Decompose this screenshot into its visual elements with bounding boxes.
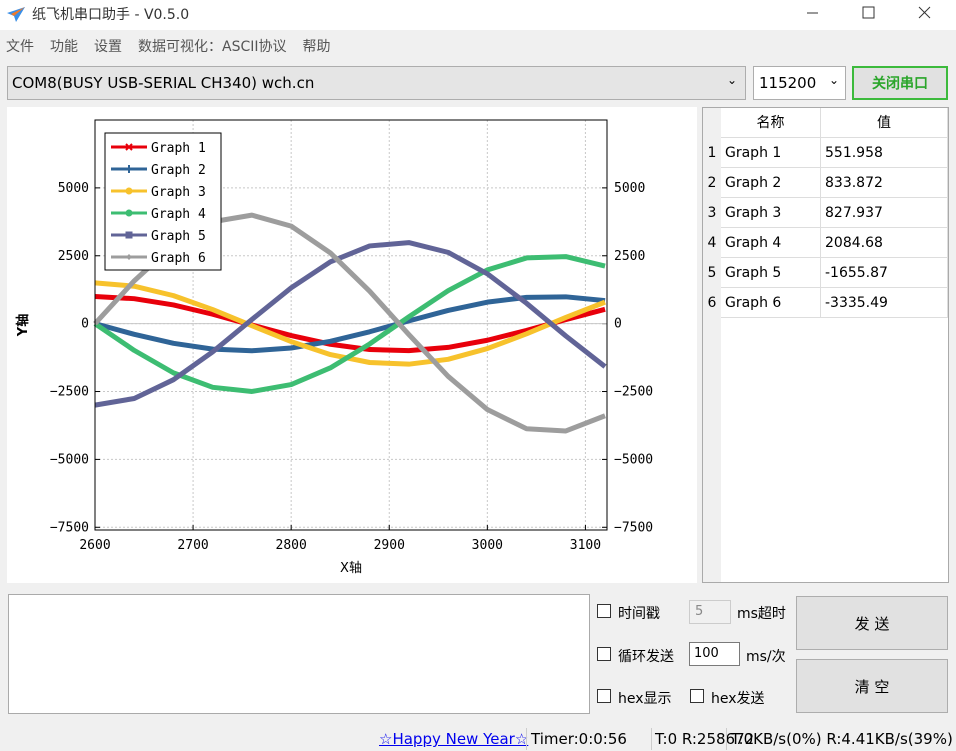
legend-box: [104, 132, 222, 271]
timeout-unit: ms超时: [737, 606, 786, 622]
menu-item[interactable]: 功能: [50, 39, 78, 55]
legend-label: Graph 2: [151, 163, 206, 178]
cell: 833.872: [821, 168, 948, 198]
window-title: 纸飞机串口助手 - V0.5.0: [32, 7, 190, 23]
y2-tick-label: 2500: [614, 249, 645, 264]
hex-display-label: hex显示: [618, 691, 672, 707]
y-tick-label: −2500: [50, 385, 89, 400]
cell: -3335.49: [821, 288, 948, 318]
legend-marker: [125, 187, 133, 195]
hex-send-label: hex发送: [711, 691, 765, 707]
cell: 551.958: [821, 138, 948, 168]
row-number: 4: [707, 235, 717, 251]
timer: Timer:0:0:56: [531, 730, 627, 748]
baud-text: 115200: [759, 74, 817, 92]
checkbox[interactable]: [597, 647, 611, 661]
y2-tick-label: −5000: [614, 452, 653, 467]
plot-frame: [94, 119, 608, 531]
cell: Graph 2: [721, 168, 821, 198]
menu-item[interactable]: 设置: [94, 39, 122, 55]
row-number: 1: [707, 145, 717, 161]
x-tick-label: 2800: [276, 538, 307, 553]
row-number: 6: [707, 295, 717, 311]
interval-input[interactable]: 100: [689, 642, 740, 666]
chart: 5000 5000 2500 2500 0 0 −2500 −2500 −5000 −5000 −7…: [7, 107, 697, 583]
send-button[interactable]: 发 送: [796, 596, 948, 650]
link[interactable]: ☆Happy New Year☆: [379, 730, 529, 748]
timeout-input[interactable]: 5: [689, 600, 731, 624]
data-table: 名称值 1 Graph 1 551.958 2 Graph 2 833.872 3 Graph …: [702, 107, 949, 583]
app-icon: [7, 7, 25, 22]
menu-item[interactable]: 文件: [6, 39, 34, 55]
separator: [726, 728, 727, 750]
x-tick-label: 2700: [177, 538, 208, 553]
legend-label: Graph 4: [151, 207, 206, 222]
open-port-button[interactable]: 关闭串口: [852, 66, 948, 100]
x-axis-label: X轴: [340, 561, 362, 576]
dropdown-arrow: ⌄: [828, 73, 839, 87]
y-axis-label: Y轴: [15, 314, 31, 337]
legend-label: Graph 5: [151, 229, 206, 244]
port-text: COM8(BUSY USB-SERIAL CH340) wch.cn: [12, 74, 315, 92]
cell: Graph 3: [721, 198, 821, 228]
legend-marker: [125, 231, 133, 239]
cell: -1655.87: [821, 258, 948, 288]
x-tick-label: 3000: [472, 538, 503, 553]
x-tick-label: 2900: [374, 538, 405, 553]
cell: Graph 4: [721, 228, 821, 258]
column-header: 值: [821, 108, 948, 138]
cell: Graph 6: [721, 288, 821, 318]
legend-label: Graph 6: [151, 251, 206, 266]
y-tick-label: 5000: [58, 181, 89, 196]
cell: 827.937: [821, 198, 948, 228]
loop-send-label: 循环发送: [618, 649, 674, 665]
menu-item[interactable]: 数据可视化：ASCII协议: [138, 39, 287, 55]
y-tick-label: −5000: [50, 452, 89, 467]
separator: [651, 728, 652, 750]
y-tick-label: 2500: [58, 249, 89, 264]
counts: T:0 R:258672: [655, 730, 755, 748]
row-number: 5: [707, 265, 717, 281]
checkbox[interactable]: [690, 689, 704, 703]
cell: Graph 1: [721, 138, 821, 168]
interval-unit: ms/次: [746, 649, 786, 665]
menu-item[interactable]: 帮助: [302, 39, 331, 55]
send-textarea[interactable]: [8, 594, 590, 714]
rates: T:0KB/s(0%) R:4.41KB/s(39%): [731, 730, 953, 748]
port-combobox[interactable]: COM8(BUSY USB-SERIAL CH340) wch.cn ⌄: [7, 66, 746, 100]
baud-combobox[interactable]: 115200 ⌄: [753, 66, 846, 100]
row-header-column: [703, 108, 721, 582]
checkbox[interactable]: [597, 689, 611, 703]
timestamp-label: 时间戳: [618, 606, 660, 622]
row-number: 3: [707, 205, 717, 221]
y-tick-label: −7500: [50, 520, 89, 535]
y2-tick-label: −2500: [614, 385, 653, 400]
y-tick-label: 0: [81, 317, 89, 332]
x-tick-label: 3100: [570, 538, 601, 553]
menu-bar: 文件 功能 设置 数据可视化：ASCII协议 帮助: [0, 30, 956, 58]
y2-tick-label: −7500: [614, 520, 653, 535]
dropdown-arrow: ⌄: [726, 73, 737, 87]
clear-button[interactable]: 清 空: [796, 659, 948, 713]
legend-label: Graph 1: [151, 141, 206, 156]
y2-tick-label: 5000: [614, 181, 645, 196]
row-number: 2: [707, 175, 717, 191]
separator: [526, 728, 527, 750]
x-tick-label: 2600: [79, 538, 110, 553]
legend-marker: [125, 165, 133, 173]
legend-marker: [126, 254, 132, 260]
series-line: [94, 240, 607, 408]
legend-marker: [125, 209, 133, 217]
title-bar: [0, 0, 956, 30]
cell: 2084.68: [821, 228, 948, 258]
cell: Graph 5: [721, 258, 821, 288]
column-header: 名称: [721, 108, 821, 138]
series-line: [94, 293, 606, 354]
checkbox[interactable]: [597, 604, 611, 618]
legend-marker: [125, 143, 133, 151]
window-controls[interactable]: [790, 0, 956, 28]
legend-label: Graph 3: [151, 185, 206, 200]
y2-tick-label: 0: [614, 317, 622, 332]
